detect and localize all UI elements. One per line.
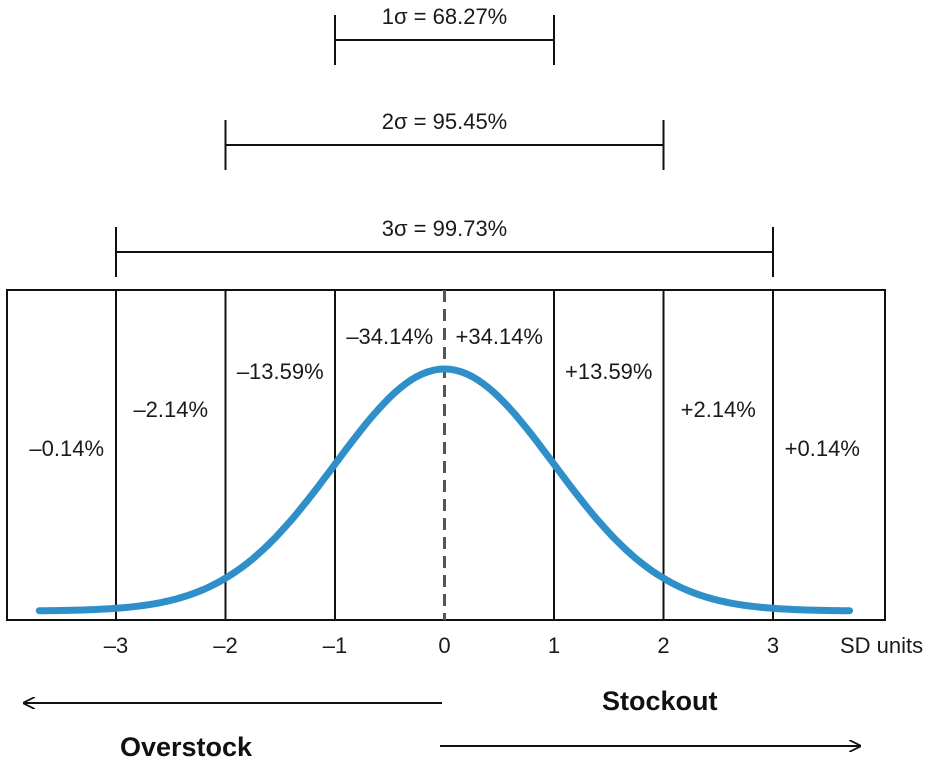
- band-label-1: –2.14%: [131, 395, 211, 423]
- band-label-6: +2.14%: [678, 395, 758, 423]
- x-tick-label-5: 2: [657, 633, 669, 658]
- band-label-3: –34.14%: [344, 322, 436, 350]
- x-tick-label-4: 1: [548, 633, 560, 658]
- x-axis-label: SD units: [840, 633, 923, 658]
- stockout-label: Stockout: [602, 686, 718, 716]
- x-tick-label-2: –1: [323, 633, 347, 658]
- normal-curve: [35, 365, 854, 615]
- band-label-7: +0.14%: [782, 434, 862, 462]
- band-label-2: –13.59%: [234, 357, 326, 385]
- x-tick-labels: –3 –2 –1 0 1 2 3: [104, 633, 779, 658]
- sigma-label-3: 3σ = 99.73%: [382, 216, 508, 241]
- x-tick-label-6: 3: [767, 633, 779, 658]
- band-label-0: –0.14%: [27, 434, 107, 462]
- x-tick-label-0: –3: [104, 633, 128, 658]
- band-label-text-6: +2.14%: [681, 397, 756, 422]
- band-label-4: +34.14%: [453, 322, 545, 350]
- band-label-text-7: +0.14%: [785, 436, 860, 461]
- x-tick-label-3: 0: [438, 633, 450, 658]
- sigma-range-2: 2σ = 95.45%: [224, 109, 665, 170]
- sigma-range-1: 1σ = 68.27%: [334, 4, 555, 65]
- sigma-ranges: 1σ = 68.27% 2σ = 95.45% 3σ = 99.73%: [115, 4, 774, 277]
- sigma-label-2: 2σ = 95.45%: [382, 109, 508, 134]
- overstock-label: Overstock: [120, 732, 253, 761]
- band-label-text-1: –2.14%: [133, 397, 208, 422]
- band-label-text-0: –0.14%: [29, 436, 104, 461]
- band-labels: –0.14% –2.14% –13.59% –34.14% +34.14% +13.59%…: [27, 322, 862, 462]
- band-label-text-4: +34.14%: [456, 324, 543, 349]
- sigma-range-3: 3σ = 99.73%: [115, 216, 774, 277]
- x-tick-label-1: –2: [213, 633, 237, 658]
- band-label-text-3: –34.14%: [346, 324, 433, 349]
- overstock-arrow: Overstock: [24, 703, 442, 761]
- band-label-text-2: –13.59%: [237, 359, 324, 384]
- grid-lines: [115, 290, 774, 620]
- sigma-label-1: 1σ = 68.27%: [382, 4, 508, 29]
- band-label-5: +13.59%: [563, 357, 655, 385]
- stockout-arrow: Stockout: [440, 686, 860, 746]
- band-label-text-5: +13.59%: [565, 359, 652, 384]
